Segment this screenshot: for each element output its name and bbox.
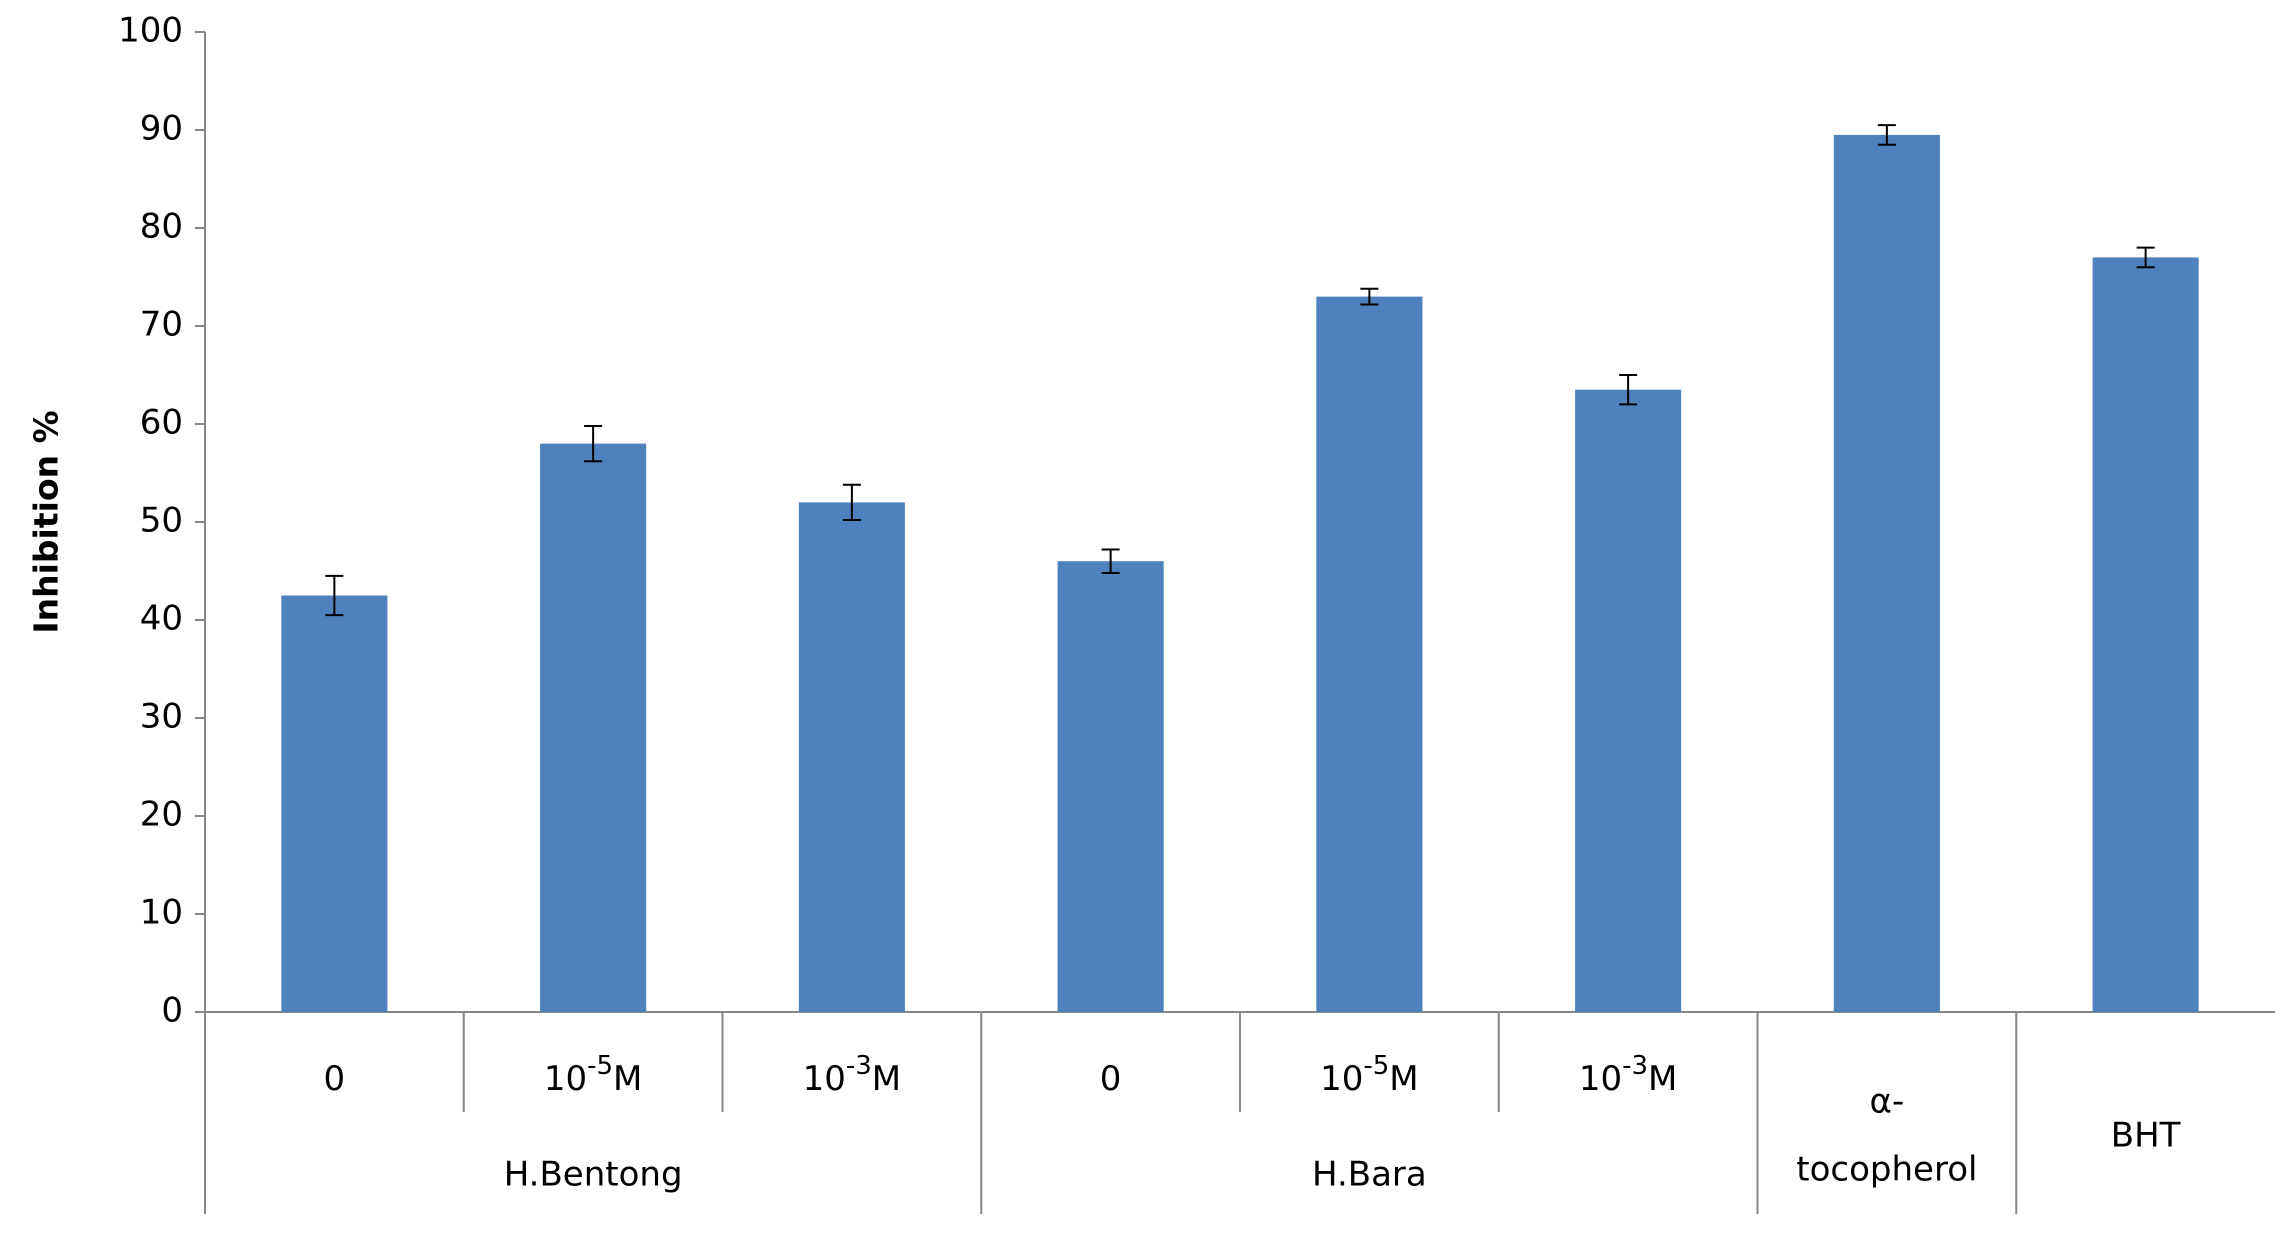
group-label: H.Bentong bbox=[504, 1155, 683, 1195]
y-axis-label: Inhibition % bbox=[27, 410, 66, 633]
error-bar bbox=[325, 574, 344, 617]
bar bbox=[1057, 561, 1164, 1012]
error-bar bbox=[842, 483, 861, 522]
y-tick-label: 90 bbox=[140, 109, 183, 149]
y-tick-label: 70 bbox=[140, 305, 183, 345]
y-tick-label: 20 bbox=[140, 795, 183, 835]
bar bbox=[281, 595, 388, 1012]
label-part: -5 bbox=[587, 1051, 613, 1081]
y-tick-label: 0 bbox=[161, 991, 183, 1031]
error-bar bbox=[584, 424, 603, 463]
error-bar bbox=[1619, 374, 1638, 406]
group-label: H.Bara bbox=[1312, 1155, 1427, 1195]
bar bbox=[798, 502, 905, 1012]
y-tick-label: 100 bbox=[118, 11, 183, 51]
group-label: tocopherol bbox=[1796, 1150, 1977, 1190]
label-part: 10 bbox=[1579, 1059, 1622, 1099]
error-bar bbox=[1101, 548, 1120, 574]
bar bbox=[2092, 257, 2199, 1012]
label-part: -5 bbox=[1363, 1051, 1389, 1081]
label-part: M bbox=[872, 1059, 901, 1099]
x-tick-label: 0 bbox=[324, 1059, 346, 1099]
x-tick-label: 0 bbox=[1100, 1059, 1122, 1099]
bar bbox=[540, 443, 647, 1013]
y-tick-label: 50 bbox=[140, 501, 183, 541]
bar bbox=[1833, 134, 1940, 1012]
label-part: -3 bbox=[1622, 1051, 1648, 1081]
x-tick-label: 10-3M bbox=[803, 1051, 902, 1099]
label-part: M bbox=[613, 1059, 642, 1099]
label-part: 10 bbox=[1320, 1059, 1363, 1099]
bar bbox=[1316, 296, 1423, 1013]
label-part: 10 bbox=[803, 1059, 846, 1099]
error-bar bbox=[1877, 124, 1896, 146]
error-bar bbox=[1360, 287, 1379, 306]
label-part: 0 bbox=[324, 1059, 346, 1099]
label-part: 0 bbox=[1100, 1059, 1122, 1099]
x-tick-label: 10-5M bbox=[544, 1051, 643, 1099]
label-part: -3 bbox=[846, 1051, 872, 1081]
bar bbox=[1575, 389, 1682, 1012]
group-label: BHT bbox=[2111, 1116, 2181, 1156]
y-tick-label: 10 bbox=[140, 893, 183, 933]
x-tick-label: 10-3M bbox=[1579, 1051, 1678, 1099]
label-part: M bbox=[1389, 1059, 1418, 1099]
x-tick-label: 10-5M bbox=[1320, 1051, 1419, 1099]
group-label: α- bbox=[1870, 1082, 1905, 1122]
label-part: M bbox=[1648, 1059, 1677, 1099]
y-tick-label: 40 bbox=[140, 599, 183, 639]
label-part: 10 bbox=[544, 1059, 587, 1099]
error-bar bbox=[2136, 246, 2155, 269]
y-tick-label: 80 bbox=[140, 207, 183, 247]
y-tick-label: 60 bbox=[140, 403, 183, 443]
y-tick-label: 30 bbox=[140, 697, 183, 737]
